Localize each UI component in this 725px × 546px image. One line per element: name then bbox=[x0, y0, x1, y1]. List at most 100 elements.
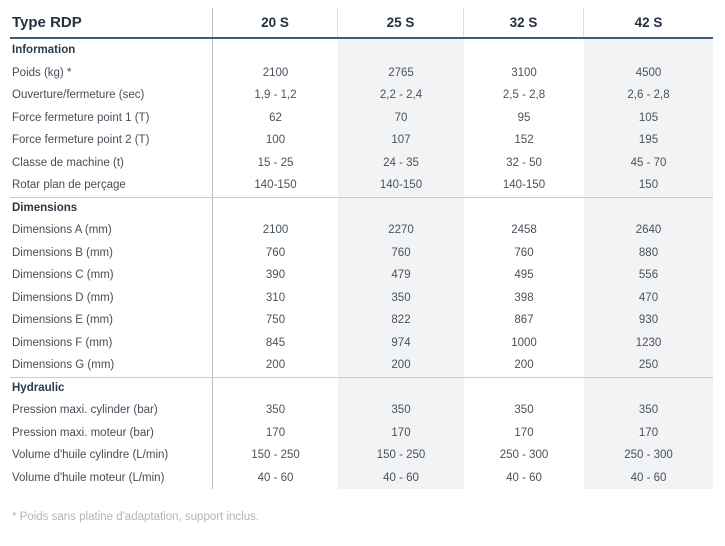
cell-value: 62 bbox=[269, 111, 282, 124]
cell-value: 150 - 250 bbox=[251, 449, 300, 462]
row-label: Force fermeture point 2 (T) bbox=[10, 129, 213, 152]
row-label: Classe de machine (t) bbox=[10, 151, 213, 174]
cell-value: 822 bbox=[338, 309, 464, 332]
section-label: Hydraulic bbox=[10, 377, 213, 399]
cell-value: 250 bbox=[584, 354, 713, 377]
row-label: Pression maxi. moteur (bar) bbox=[10, 421, 213, 444]
section-cell-empty bbox=[213, 198, 338, 220]
table-row: Force fermeture point 1 (T) 62 70 95 105 bbox=[10, 106, 713, 129]
section-row: Dimensions bbox=[10, 196, 713, 220]
cell-value: 350 bbox=[514, 404, 534, 417]
row-label: Force fermeture point 1 (T) bbox=[10, 106, 213, 129]
cell-value: 3100 bbox=[511, 66, 537, 79]
cell-value: 398 bbox=[514, 291, 534, 304]
cell-value: 100 bbox=[265, 134, 286, 147]
row-label: Dimensions D (mm) bbox=[10, 286, 213, 309]
cell-value: 390 bbox=[265, 269, 286, 282]
cell-value: 556 bbox=[584, 264, 713, 287]
table-row: Rotar plan de perçage 140-150 140-150 140-1… bbox=[10, 174, 713, 197]
cell-value: 2,2 - 2,4 bbox=[338, 84, 464, 107]
row-label: Dimensions G (mm) bbox=[10, 354, 213, 377]
cell-value: 170 bbox=[514, 426, 534, 439]
section-cell-empty bbox=[338, 197, 464, 219]
cell-value: 845 bbox=[265, 336, 286, 349]
table-row: Dimensions G (mm) 200 200 200 250 bbox=[10, 354, 713, 377]
section-cell-empty bbox=[464, 39, 584, 62]
cell-value: 867 bbox=[514, 314, 534, 327]
row-label: Pression maxi. cylinder (bar) bbox=[10, 399, 213, 422]
section-cell-empty bbox=[213, 39, 338, 62]
cell-value: 15 - 25 bbox=[257, 156, 294, 169]
section-label: Dimensions bbox=[10, 197, 213, 219]
table-row: Dimensions D (mm) 310 350 398 470 bbox=[10, 286, 713, 309]
column-header: 20 S bbox=[213, 8, 338, 37]
table-row: Force fermeture point 2 (T) 100 107 152 195 bbox=[10, 129, 713, 152]
table-row: Volume d'huile moteur (L/min) 40 - 60 40 -… bbox=[10, 466, 713, 489]
table-row: Dimensions E (mm) 750 822 867 930 bbox=[10, 309, 713, 332]
cell-value: 2270 bbox=[338, 219, 464, 242]
cell-value: 2458 bbox=[511, 224, 537, 237]
table-row: Ouverture/fermeture (sec) 1,9 - 1,2 2,2 - … bbox=[10, 84, 713, 107]
cell-value: 95 bbox=[517, 111, 531, 124]
cell-value: 310 bbox=[265, 291, 286, 304]
section-cell-empty bbox=[213, 378, 338, 400]
spec-table: Type RDP 20 S 25 S 32 S 42 S Information Poi… bbox=[10, 8, 713, 523]
cell-value: 4500 bbox=[584, 61, 713, 84]
cell-value: 760 bbox=[338, 241, 464, 264]
cell-value: 495 bbox=[514, 269, 534, 282]
row-label: Rotar plan de perçage bbox=[10, 174, 213, 197]
table-row: Volume d'huile cylindre (L/min) 150 - 250… bbox=[10, 444, 713, 467]
row-label: Poids (kg) * bbox=[10, 61, 213, 84]
cell-value: 40 - 60 bbox=[338, 466, 464, 489]
row-label: Dimensions E (mm) bbox=[10, 309, 213, 332]
row-label: Ouverture/fermeture (sec) bbox=[10, 84, 213, 107]
cell-value: 1,9 - 1,2 bbox=[254, 89, 297, 102]
header-row: Type RDP 20 S 25 S 32 S 42 S bbox=[10, 8, 713, 39]
cell-value: 350 bbox=[338, 399, 464, 422]
cell-value: 350 bbox=[265, 404, 286, 417]
cell-value: 140-150 bbox=[502, 179, 546, 192]
cell-value: 250 - 300 bbox=[499, 449, 549, 462]
table-row: Poids (kg) * 2100 2765 3100 4500 bbox=[10, 61, 713, 84]
cell-value: 1230 bbox=[584, 331, 713, 354]
cell-value: 24 - 35 bbox=[338, 151, 464, 174]
table-row: Pression maxi. cylinder (bar) 350 350 350 35… bbox=[10, 399, 713, 422]
cell-value: 760 bbox=[514, 246, 534, 259]
cell-value: 40 - 60 bbox=[257, 471, 294, 484]
row-label: Dimensions A (mm) bbox=[10, 219, 213, 242]
section-cell-empty bbox=[584, 39, 713, 62]
cell-value: 140-150 bbox=[338, 174, 464, 197]
table-title: Type RDP bbox=[10, 8, 213, 37]
column-header: 25 S bbox=[338, 8, 464, 37]
cell-value: 170 bbox=[265, 426, 286, 439]
cell-value: 2765 bbox=[338, 61, 464, 84]
table-row: Dimensions A (mm) 2100 2270 2458 2640 bbox=[10, 219, 713, 242]
cell-value: 152 bbox=[514, 134, 534, 147]
column-header: 42 S bbox=[634, 15, 663, 30]
cell-value: 32 - 50 bbox=[506, 156, 542, 169]
cell-value: 2,5 - 2,8 bbox=[502, 89, 546, 102]
cell-value: 760 bbox=[265, 246, 286, 259]
table-body: Information Poids (kg) * 2100 2765 3100 4500 O… bbox=[10, 39, 713, 489]
table-row: Classe de machine (t) 15 - 25 24 - 35 32 - … bbox=[10, 151, 713, 174]
cell-value: 470 bbox=[584, 286, 713, 309]
cell-value: 105 bbox=[584, 106, 713, 129]
row-label: Dimensions B (mm) bbox=[10, 241, 213, 264]
table-row: Dimensions F (mm) 845 974 1000 1230 bbox=[10, 331, 713, 354]
cell-value: 150 - 250 bbox=[338, 444, 464, 467]
cell-value: 40 - 60 bbox=[584, 466, 713, 489]
cell-value: 974 bbox=[338, 331, 464, 354]
cell-value: 2,6 - 2,8 bbox=[584, 84, 713, 107]
cell-value: 350 bbox=[584, 399, 713, 422]
row-label: Dimensions C (mm) bbox=[10, 264, 213, 287]
cell-value: 150 bbox=[584, 174, 713, 197]
section-cell-empty bbox=[584, 197, 713, 219]
row-label: Volume d'huile cylindre (L/min) bbox=[10, 444, 213, 467]
cell-value: 195 bbox=[584, 129, 713, 152]
cell-value: 45 - 70 bbox=[584, 151, 713, 174]
cell-value: 70 bbox=[338, 106, 464, 129]
cell-value: 2640 bbox=[584, 219, 713, 242]
cell-value: 1000 bbox=[511, 336, 537, 349]
row-label: Volume d'huile moteur (L/min) bbox=[10, 466, 213, 489]
cell-value: 750 bbox=[265, 314, 286, 327]
